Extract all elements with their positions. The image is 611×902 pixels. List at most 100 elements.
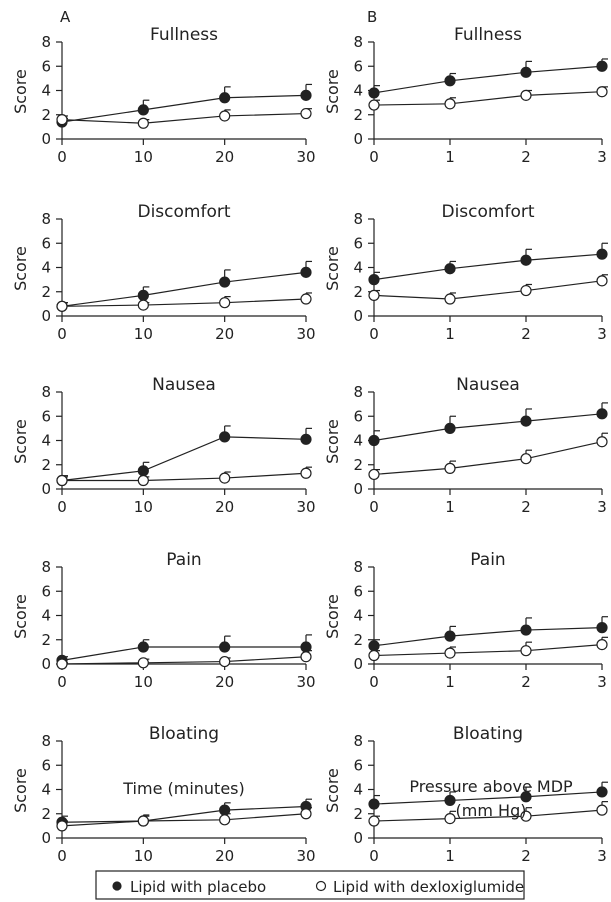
data-point: [520, 453, 532, 465]
chart-title: Nausea: [152, 375, 216, 395]
y-tick-label: 0: [41, 480, 51, 498]
x-tick-label: 20: [215, 498, 234, 516]
data-point: [219, 814, 231, 826]
series-lipid-with-dexloxiglumide: [56, 292, 312, 312]
data-point: [596, 786, 608, 798]
panel-label-a: A: [60, 8, 71, 26]
data-point: [137, 641, 149, 653]
chart-pain-b: 0 2 4 6 8 0 1 2 3 Pain Score: [323, 550, 608, 691]
panel-label-b: B: [367, 8, 377, 26]
series-line: [61, 298, 307, 307]
data-point: [444, 293, 456, 305]
y-tick-label: 4: [353, 259, 363, 277]
chart-nausea-b: 0 2 4 6 8 0 1 2 3 Nausea Score: [323, 375, 608, 516]
data-point: [219, 472, 231, 484]
data-point: [300, 433, 312, 445]
data-point: [219, 655, 231, 668]
data-point: [137, 465, 149, 477]
x-tick-label: 1: [445, 498, 455, 516]
series-line: [61, 94, 307, 123]
y-tick-label: 0: [353, 655, 363, 673]
y-axis-label: Score: [323, 246, 342, 291]
data-point: [520, 415, 532, 427]
data-point: [300, 467, 312, 479]
data-point: [520, 254, 532, 266]
y-tick-label: 4: [353, 82, 363, 100]
y-tick-label: 2: [353, 283, 363, 301]
x-tick-label: 10: [134, 673, 153, 691]
x-tick-label: 3: [597, 673, 607, 691]
data-point: [137, 299, 149, 311]
legend-label-dexloxiglumide: Lipid with dexloxiglumide: [333, 878, 524, 896]
data-point: [368, 434, 380, 447]
data-point: [596, 622, 608, 634]
y-tick-label: 8: [41, 558, 51, 576]
chart-fullness-a: 0 2 4 6 8 0 10 20 30 Fullness Score: [11, 25, 316, 166]
series-line: [61, 813, 307, 827]
series-lipid-with-placebo: [368, 58, 608, 99]
legend-label-placebo: Lipid with placebo: [130, 878, 266, 896]
data-point: [444, 263, 456, 275]
series-line: [61, 271, 307, 307]
y-tick-label: 2: [41, 456, 51, 474]
y-tick-label: 2: [41, 805, 51, 823]
x-tick-label: 1: [445, 673, 455, 691]
y-tick-label: 6: [353, 756, 363, 774]
x-tick-label: 0: [369, 847, 379, 865]
x-tick-label: 1: [445, 325, 455, 343]
x-tick-label: 2: [521, 325, 531, 343]
y-tick-label: 8: [41, 33, 51, 51]
data-point: [596, 60, 608, 72]
series-line: [62, 472, 307, 482]
y-tick-label: 4: [41, 259, 51, 277]
data-point: [596, 638, 608, 651]
y-tick-label: 2: [41, 106, 51, 124]
data-point: [520, 810, 532, 822]
y-tick-label: 6: [353, 582, 363, 600]
y-tick-label: 0: [41, 829, 51, 847]
data-point: [137, 815, 149, 827]
data-point: [219, 431, 231, 443]
x-tick-label: 30: [296, 148, 315, 166]
data-point: [137, 104, 149, 116]
data-point: [444, 462, 456, 474]
x-tick-label: 0: [369, 673, 379, 691]
chart-bloating-b: 0 2 4 6 8 0 1 2 3 Bloating Score: [323, 724, 608, 865]
data-point: [56, 300, 68, 312]
y-tick-label: 6: [41, 582, 51, 600]
chart-pain-a: 0 2 4 6 8 0 10 20 30 Pain Score: [11, 550, 316, 691]
x-tick-label: 2: [521, 498, 531, 516]
y-axis-label: Score: [323, 69, 342, 114]
y-tick-label: 8: [41, 383, 51, 401]
data-point: [444, 422, 456, 434]
y-tick-label: 2: [41, 283, 51, 301]
series-lipid-with-dexloxiglumide: [56, 107, 312, 129]
y-tick-label: 4: [353, 781, 363, 799]
data-point: [444, 630, 456, 642]
x-tick-label: 10: [134, 148, 153, 166]
data-point: [368, 274, 380, 286]
x-tick-label: 10: [134, 325, 153, 343]
series-lipid-with-dexloxiglumide: [368, 432, 608, 481]
chart-nausea-a: 0 2 4 6 8 0 10 20 30 Nausea Score: [11, 375, 316, 516]
data-point: [520, 66, 532, 78]
x-tick-label: 3: [597, 325, 607, 343]
series-lipid-with-placebo: [368, 402, 608, 447]
y-tick-label: 8: [41, 210, 51, 228]
chart-title: Bloating: [453, 724, 523, 744]
series-lipid-with-placebo: [56, 634, 312, 666]
series-line: [373, 627, 603, 647]
data-point: [56, 474, 68, 487]
y-axis-label: Score: [11, 419, 30, 464]
x-tick-label: 0: [57, 148, 67, 166]
y-tick-label: 6: [41, 407, 51, 425]
x-tick-label: 3: [597, 498, 607, 516]
series-lipid-with-dexloxiglumide: [368, 86, 608, 111]
x-tick-label: 0: [57, 673, 67, 691]
data-point: [368, 640, 380, 652]
data-point: [137, 657, 149, 669]
y-tick-label: 8: [353, 383, 363, 401]
y-tick-label: 0: [41, 130, 51, 148]
chart-title: Fullness: [454, 25, 522, 45]
